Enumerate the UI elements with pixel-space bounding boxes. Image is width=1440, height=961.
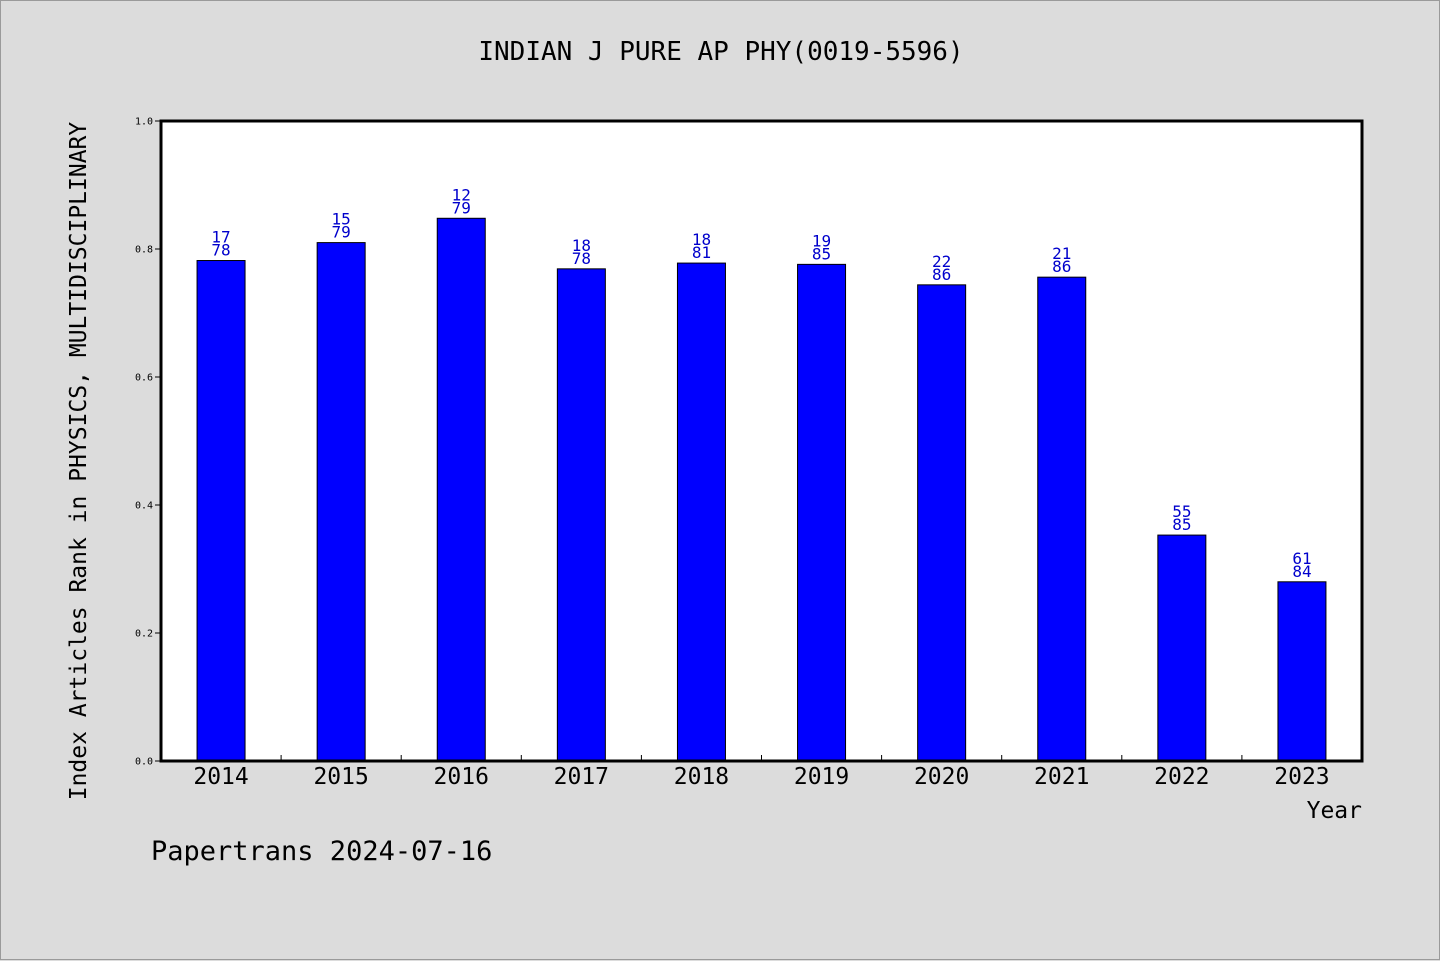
bar-label-rank: 22 — [932, 252, 951, 271]
y-tick-label: 1.0 — [135, 117, 153, 128]
bar-label-total: 79 — [332, 223, 351, 242]
bar-label-total: 86 — [1052, 257, 1071, 276]
y-tick-label: 0.2 — [135, 629, 153, 640]
bar-label-rank: 19 — [812, 231, 831, 250]
x-tick-label: 2015 — [313, 764, 368, 790]
bar — [556, 268, 606, 762]
chart-title: INDIAN J PURE AP PHY(0019-5596) — [478, 37, 964, 67]
y-tick-label: 0.8 — [135, 245, 153, 256]
bar — [316, 242, 366, 762]
bar-label-total: 84 — [1292, 562, 1311, 581]
x-tick-label: 2018 — [674, 764, 729, 790]
x-tick-label: 2017 — [554, 764, 609, 790]
y-tick-label: 0.4 — [135, 501, 153, 512]
bar-label-total: 85 — [812, 244, 831, 263]
bar — [1157, 534, 1207, 762]
x-tick-label: 2022 — [1154, 764, 1209, 790]
bar-label-rank: 18 — [692, 230, 711, 249]
bar — [676, 262, 726, 762]
bar-label-rank: 17 — [211, 228, 230, 247]
bar-label-rank: 15 — [332, 210, 351, 229]
bar-label-total: 85 — [1172, 515, 1191, 534]
y-tick-label: 0.6 — [135, 373, 153, 384]
bar-label-rank: 55 — [1172, 502, 1191, 521]
bar-label-total: 79 — [452, 198, 471, 217]
bar-label-total: 78 — [572, 249, 591, 268]
bar-label-total: 81 — [692, 243, 711, 262]
x-tick-label: 2020 — [914, 764, 969, 790]
bar — [436, 217, 486, 762]
bar — [797, 263, 847, 762]
bar — [196, 260, 246, 762]
footer-text: Papertrans 2024-07-16 — [151, 836, 493, 867]
bar — [1037, 276, 1087, 762]
x-tick-label: 2021 — [1034, 764, 1089, 790]
bar-label-rank: 12 — [452, 185, 471, 204]
x-tick-label: 2023 — [1274, 764, 1329, 790]
bar — [1277, 581, 1327, 762]
bar-label-total: 86 — [932, 265, 951, 284]
bar-label-rank: 18 — [572, 236, 591, 255]
bar-label-rank: 61 — [1292, 549, 1311, 568]
y-tick-label: 0.0 — [135, 757, 153, 768]
x-tick-label: 2014 — [193, 764, 248, 790]
plot-border — [159, 119, 1364, 763]
bar-label-rank: 21 — [1052, 244, 1071, 263]
bar — [917, 284, 967, 762]
bar-label-total: 78 — [211, 241, 230, 260]
x-tick-label: 2019 — [794, 764, 849, 790]
x-tick-label: 2016 — [434, 764, 489, 790]
x-axis-label: Year — [1307, 798, 1362, 824]
